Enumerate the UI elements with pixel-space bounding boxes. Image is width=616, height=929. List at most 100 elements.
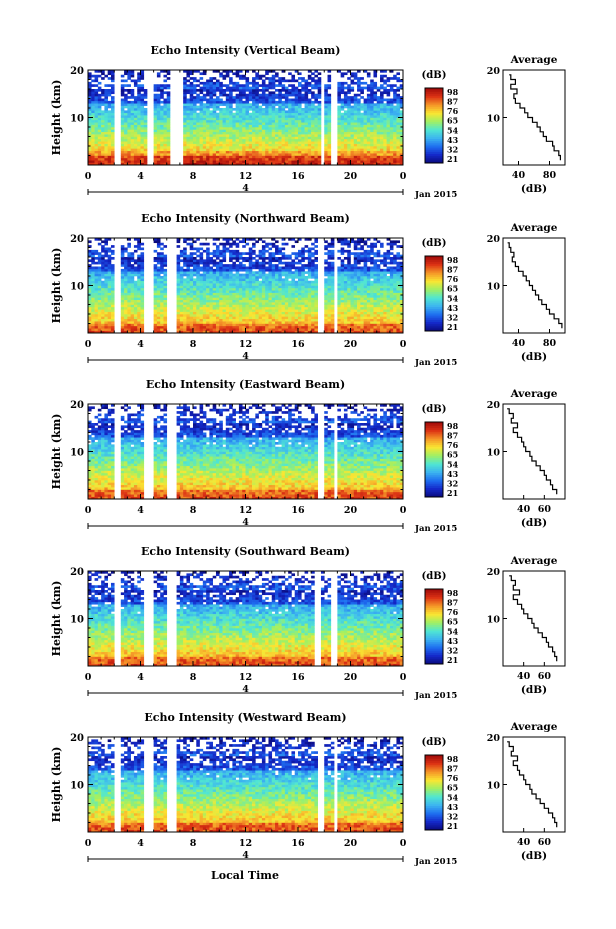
colorbar-tick-label: 65 xyxy=(447,617,458,627)
x-tick-label: 16 xyxy=(291,838,305,849)
x-tick-label: 0 xyxy=(400,339,407,350)
x-tick-label: 0 xyxy=(400,838,407,849)
colorbar-tick-label: 54 xyxy=(447,792,459,802)
x-tick-label: 16 xyxy=(291,672,305,683)
average-profile: Average 10 20 40 80 (dB) xyxy=(487,54,565,195)
date-label: Jan 2015 xyxy=(414,358,457,368)
y-tick-label: 10 xyxy=(70,282,84,293)
x-tick-label: 16 xyxy=(291,505,305,516)
x-tick-label: 8 xyxy=(190,171,197,182)
x-tick-label: 12 xyxy=(239,171,252,182)
y-tick-label: 20 xyxy=(70,234,84,245)
panel-title: Echo Intensity (Northward Beam) xyxy=(141,212,350,225)
colorbar-unit: (dB) xyxy=(422,238,447,249)
colorbar-tick-label: 21 xyxy=(447,322,458,332)
average-x-tick-label: 40 xyxy=(512,170,526,181)
heatmap xyxy=(88,404,403,499)
average-y-tick-label: 20 xyxy=(487,234,501,245)
date-axis: 4 Jan 2015 xyxy=(88,850,457,867)
colorbar-tick-label: 98 xyxy=(447,255,459,265)
colorbar-tick-label: 87 xyxy=(447,764,458,774)
x-tick-label: 12 xyxy=(239,505,252,516)
colorbar-tick-label: 98 xyxy=(447,754,459,764)
y-tick-label: 20 xyxy=(70,567,84,578)
panel-title: Echo Intensity (Eastward Beam) xyxy=(146,378,345,391)
x-tick-label: 12 xyxy=(239,838,252,849)
average-frame xyxy=(503,571,565,666)
y-tick-label: 10 xyxy=(70,615,84,626)
date-center-label: 4 xyxy=(242,517,249,528)
average-x-tick-label: 80 xyxy=(543,170,557,181)
panel-title: Echo Intensity (Vertical Beam) xyxy=(150,44,340,57)
x-tick-label: 0 xyxy=(400,505,407,516)
average-title: Average xyxy=(510,54,558,66)
x-tick-label: 0 xyxy=(85,838,92,849)
colorbar-tick-label: 32 xyxy=(447,144,458,154)
average-x-tick-label: 40 xyxy=(517,504,531,515)
average-y-tick-label: 20 xyxy=(487,66,501,77)
panel-title: Echo Intensity (Southward Beam) xyxy=(141,545,350,558)
x-tick-label: 16 xyxy=(291,171,305,182)
average-y-tick-label: 20 xyxy=(487,567,501,578)
x-tick-label: 4 xyxy=(137,505,144,516)
y-tick-label: 20 xyxy=(70,66,84,77)
colorbar-tick-label: 76 xyxy=(447,106,459,116)
colorbar-tick-label: 98 xyxy=(447,421,459,431)
colorbar-tick-label: 76 xyxy=(447,440,459,450)
average-y-tick-label: 10 xyxy=(487,781,501,792)
x-tick-label: 4 xyxy=(137,672,144,683)
average-x-label: (dB) xyxy=(521,183,547,195)
colorbar-tick-label: 76 xyxy=(447,773,459,783)
y-tick-label: 20 xyxy=(70,400,84,411)
date-label: Jan 2015 xyxy=(414,857,457,867)
colorbar-tick-label: 87 xyxy=(447,598,458,608)
colorbar-tick-label: 65 xyxy=(447,284,458,294)
x-tick-label: 12 xyxy=(239,339,252,350)
date-axis: 4 Jan 2015 xyxy=(88,351,457,368)
date-center-label: 4 xyxy=(242,850,249,861)
average-y-tick-label: 10 xyxy=(487,114,501,125)
date-center-label: 4 xyxy=(242,351,249,362)
y-tick-label: 10 xyxy=(70,781,84,792)
colorbar-tick-label: 54 xyxy=(447,293,459,303)
colorbar-tick-label: 43 xyxy=(447,636,459,646)
average-y-tick-label: 10 xyxy=(487,282,501,293)
x-tick-label: 0 xyxy=(85,505,92,516)
average-y-tick-label: 20 xyxy=(487,400,501,411)
colorbar-tick-label: 87 xyxy=(447,265,458,275)
x-tick-label: 20 xyxy=(344,171,358,182)
average-x-tick-label: 80 xyxy=(543,338,557,349)
colorbar-tick-label: 76 xyxy=(447,274,459,284)
x-tick-label: 4 xyxy=(137,171,144,182)
colorbar-tick-label: 21 xyxy=(447,154,458,164)
y-tick-label: 10 xyxy=(70,448,84,459)
colorbar-tick-label: 54 xyxy=(447,626,459,636)
average-x-label: (dB) xyxy=(521,517,547,529)
colorbar-tick-label: 54 xyxy=(447,459,459,469)
y-axis-label: Height (km) xyxy=(50,747,63,823)
colorbar-tick-label: 65 xyxy=(447,450,458,460)
colorbar-tick-label: 87 xyxy=(447,97,458,107)
average-title: Average xyxy=(510,721,558,733)
y-tick-label: 10 xyxy=(70,114,84,125)
colorbar-tick-label: 54 xyxy=(447,125,459,135)
x-axis-title: Local Time xyxy=(211,869,279,882)
colorbar-tick-label: 76 xyxy=(447,607,459,617)
x-tick-label: 20 xyxy=(344,672,358,683)
date-center-label: 4 xyxy=(242,183,249,194)
date-label: Jan 2015 xyxy=(414,691,457,701)
colorbar-tick-label: 43 xyxy=(447,802,459,812)
average-x-label: (dB) xyxy=(521,684,547,696)
colorbar-tick-label: 21 xyxy=(447,821,458,831)
x-tick-label: 0 xyxy=(400,672,407,683)
panel-title: Echo Intensity (Westward Beam) xyxy=(144,711,346,724)
heatmap xyxy=(88,571,403,666)
x-tick-label: 0 xyxy=(85,672,92,683)
